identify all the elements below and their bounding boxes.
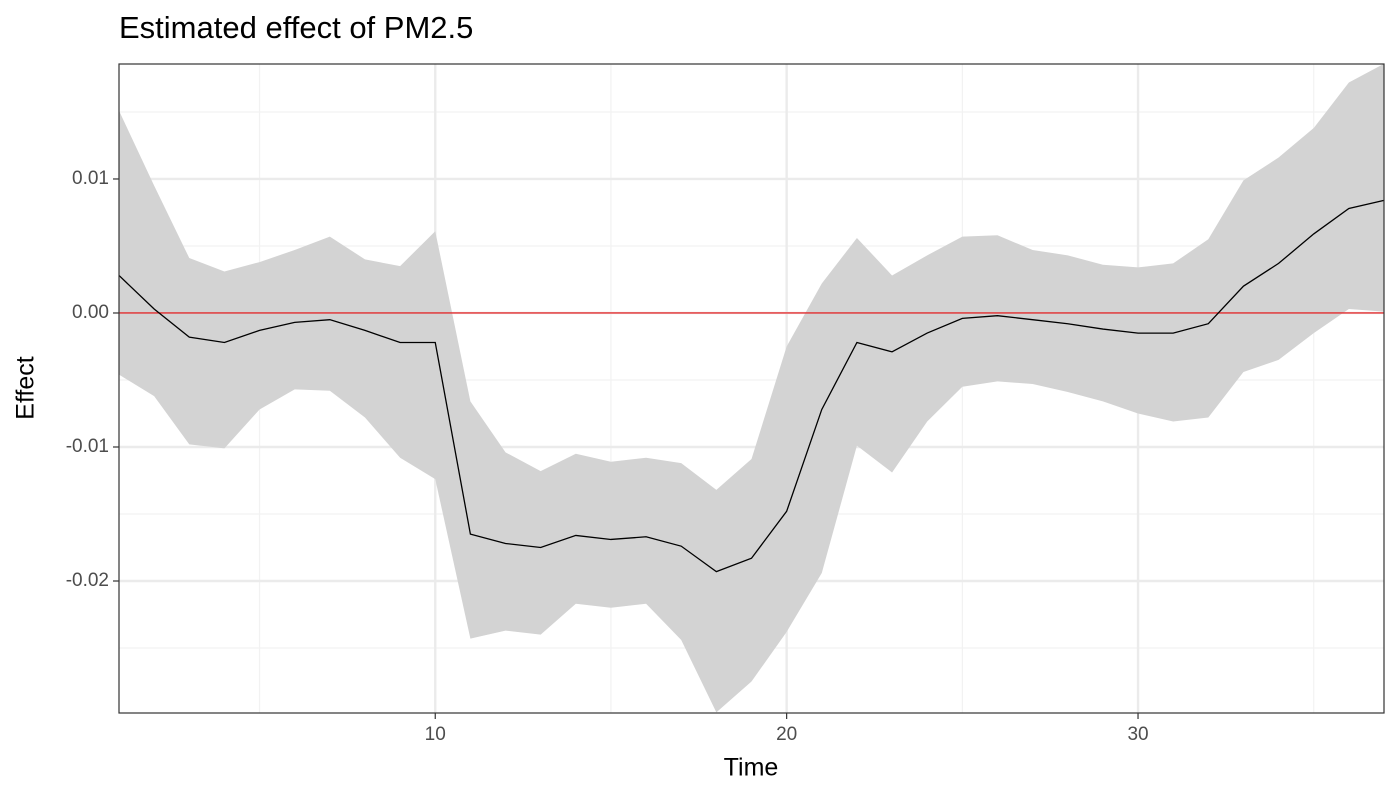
x-axis-title: Time xyxy=(724,754,779,782)
confidence-band xyxy=(119,63,1384,713)
y-tick-label: 0.01 xyxy=(72,168,109,189)
y-tick-label: -0.01 xyxy=(66,436,109,457)
y-tick-label: -0.02 xyxy=(66,570,109,591)
x-tick-label: 30 xyxy=(1127,724,1148,745)
plot-border xyxy=(118,63,1385,714)
x-tick-label: 10 xyxy=(425,724,446,745)
x-tick-label: 20 xyxy=(776,724,797,745)
y-tick-label: 0.00 xyxy=(72,302,109,323)
chart-title: Estimated effect of PM2.5 xyxy=(119,10,473,45)
effect-line xyxy=(118,199,1385,573)
y-axis-title: Effect xyxy=(12,356,40,420)
